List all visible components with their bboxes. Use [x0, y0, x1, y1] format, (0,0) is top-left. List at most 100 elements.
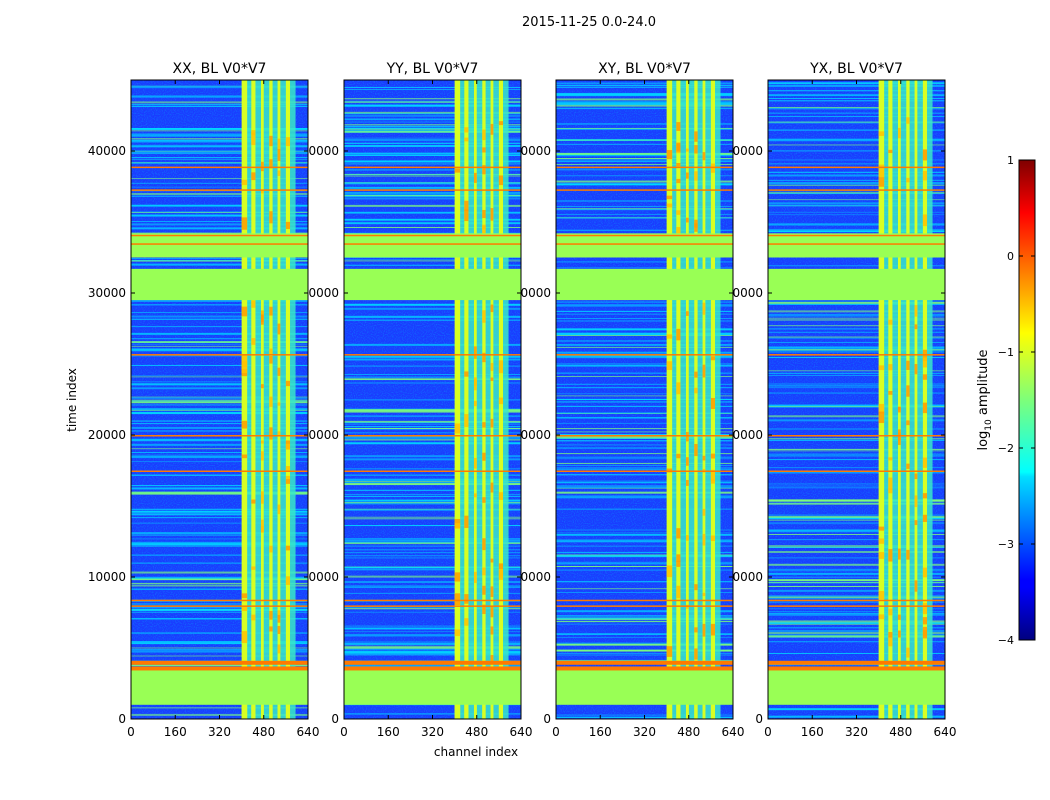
rfi-row	[131, 611, 308, 613]
rfi-row	[131, 448, 308, 450]
rfi-row	[768, 557, 945, 559]
rfi-blob	[251, 499, 256, 504]
rfi-blob	[694, 648, 698, 660]
rfi-row	[768, 300, 945, 302]
rfi-row	[556, 213, 733, 215]
rfi-row	[768, 230, 945, 233]
rfi-row	[344, 218, 521, 220]
rfi-blob	[454, 423, 461, 434]
rfi-row	[131, 332, 308, 335]
rfi-row	[556, 346, 733, 348]
rfi-blob	[473, 571, 477, 583]
rfi-row	[344, 575, 521, 578]
rfi-blob	[694, 443, 698, 457]
rfi-row	[131, 510, 308, 513]
rfi-row	[131, 130, 308, 132]
rfi-blob	[277, 149, 281, 161]
rfi-row	[131, 96, 308, 98]
rfi-row	[131, 192, 308, 195]
rfi-row	[131, 133, 308, 136]
rfi-row	[768, 341, 945, 343]
strong-row	[556, 189, 733, 191]
rfi-blob	[922, 149, 928, 161]
rfi-row	[344, 631, 521, 633]
rfi-row	[556, 660, 733, 662]
rfi-blob	[490, 626, 494, 635]
rfi-row	[768, 708, 945, 711]
rfi-stripe	[914, 80, 918, 719]
rfi-row	[768, 370, 945, 372]
rfi-row	[556, 160, 733, 162]
rfi-stripe	[694, 80, 698, 719]
rfi-blob	[897, 548, 901, 560]
rfi-blob	[269, 348, 273, 355]
rfi-stripe-bottom	[241, 704, 248, 719]
rfi-row	[768, 514, 945, 516]
rfi-row	[344, 124, 521, 126]
rfi-row	[344, 539, 521, 542]
rfi-blob	[482, 567, 486, 576]
rfi-row	[344, 316, 521, 318]
rfi-row	[768, 419, 945, 422]
rfi-row	[131, 647, 308, 649]
rfi-blob	[251, 130, 256, 136]
rfi-row	[344, 525, 521, 527]
rfi-row	[556, 94, 733, 96]
rfi-blob	[241, 217, 248, 230]
rfi-blob	[277, 170, 281, 176]
rfi-row	[556, 205, 733, 207]
rfi-row	[556, 159, 733, 162]
rfi-row	[556, 127, 733, 129]
rfi-blob	[666, 150, 673, 160]
rfi-row	[768, 459, 945, 461]
rfi-blob	[914, 305, 918, 317]
rfi-stripe	[897, 80, 901, 719]
rfi-row	[556, 623, 733, 625]
rfi-blob	[694, 371, 698, 378]
rfi-row	[344, 442, 521, 445]
rfi-row	[556, 422, 733, 424]
rfi-row	[556, 561, 733, 563]
rfi-row	[344, 154, 521, 156]
rfi-row	[556, 508, 733, 510]
strong-row	[768, 243, 945, 245]
rfi-row	[131, 105, 308, 107]
rfi-stripe-bottom	[906, 704, 910, 719]
rfi-blob	[241, 179, 248, 186]
rfi-blob	[241, 361, 248, 374]
rfi-stripe-bottom	[260, 704, 264, 719]
strong-row	[768, 435, 945, 437]
rfi-row	[556, 363, 733, 365]
rfi-row	[344, 98, 521, 100]
flagged-band	[131, 669, 308, 705]
rfi-blob	[694, 145, 698, 154]
rfi-blob	[277, 504, 281, 515]
rfi-row	[131, 588, 308, 590]
rfi-row	[131, 420, 308, 422]
rfi-row	[556, 261, 733, 263]
rfi-row	[131, 562, 308, 564]
rfi-stripe-bottom	[482, 704, 486, 719]
rfi-row	[131, 221, 308, 223]
strong-row	[556, 166, 733, 169]
rfi-blob	[922, 567, 928, 578]
rfi-blob	[694, 584, 698, 591]
rfi-row	[556, 340, 733, 342]
rfi-row	[344, 585, 521, 587]
rfi-blob	[906, 177, 910, 183]
rfi-row	[768, 86, 945, 88]
rfi-row	[556, 591, 733, 593]
rfi-blob	[897, 406, 901, 411]
rfi-blob	[454, 168, 461, 173]
rfi-row	[344, 489, 521, 491]
rfi-blob	[666, 565, 673, 578]
rfi-blob	[498, 121, 504, 126]
rfi-row	[768, 620, 945, 623]
rfi-blob	[878, 526, 885, 531]
rfi-row	[768, 182, 945, 184]
strong-row	[344, 189, 521, 191]
rfi-row	[556, 633, 733, 635]
rfi-row	[344, 191, 521, 194]
rfi-row	[344, 432, 521, 434]
